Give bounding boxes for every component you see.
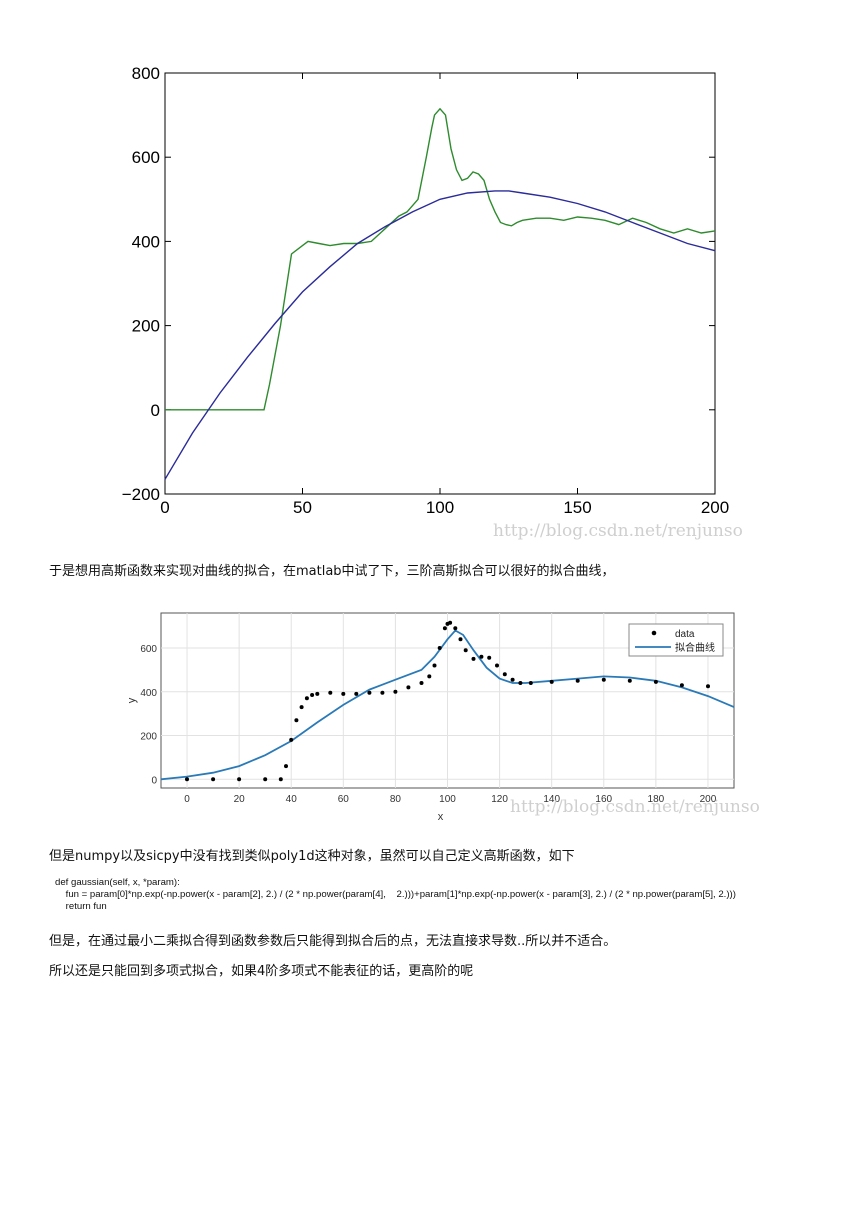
data-point xyxy=(304,696,309,701)
data-point xyxy=(406,685,411,690)
data-point xyxy=(328,690,333,695)
data-point xyxy=(502,672,507,677)
x-tick-label: 140 xyxy=(543,794,560,805)
paragraph-1: 于是想用高斯函数来实现对曲线的拟合，在matlab中试了下，三阶高斯拟合可以很好… xyxy=(49,564,615,579)
data-point xyxy=(679,683,684,688)
data-point xyxy=(487,655,492,660)
y-tick-label: 0 xyxy=(151,401,160,420)
figure-1-chart: 0 50 100 150 200−2000200400600800http://blog… xyxy=(122,64,743,541)
y-tick-label: 800 xyxy=(132,64,160,83)
x-tick-label: 200 xyxy=(701,498,729,517)
x-tick-label: 0 xyxy=(160,498,169,517)
data-point xyxy=(237,777,242,782)
plot-frame xyxy=(164,72,716,495)
data-point xyxy=(211,777,216,782)
fit-curve xyxy=(160,629,735,781)
x-tick-label: 100 xyxy=(426,498,454,517)
legend-marker-data xyxy=(651,630,657,636)
data-point xyxy=(284,764,288,769)
paragraph-3: 但是，在通过最小二乘拟合得到函数参数后只能得到拟合后的点，无法直接求导数..所以… xyxy=(49,934,617,949)
figure-2-chart: 0 20 40 60 80 100 120 140 160 180 200 0 200 400 600 x y d… xyxy=(126,612,760,823)
data-point xyxy=(419,681,424,685)
data-point xyxy=(299,705,304,710)
x-tick-label: 40 xyxy=(286,794,298,805)
data-point xyxy=(448,620,453,625)
data-point xyxy=(453,626,458,631)
x-tick-label: 20 xyxy=(234,794,246,805)
x-tick-label: 100 xyxy=(439,794,456,805)
data-point xyxy=(575,678,580,683)
x-tick-label: 50 xyxy=(293,498,312,517)
data-point xyxy=(601,677,606,682)
data-point xyxy=(510,677,515,682)
data-point xyxy=(278,777,283,782)
y-tick-label: 600 xyxy=(132,148,160,167)
legend-box xyxy=(628,623,724,657)
data-point xyxy=(479,654,484,659)
paragraph-4: 所以还是只能回到多项式拟合，如果4阶多项式不能表征的话，更高阶的呢 xyxy=(49,964,474,979)
x-axis-label: x xyxy=(438,811,444,823)
watermark-text: http://blog.csdn.net/renjunso xyxy=(493,521,743,541)
x-tick-label: 120 xyxy=(491,794,508,805)
y-tick-label: 400 xyxy=(132,232,160,251)
x-tick-label: 80 xyxy=(390,794,402,805)
data-point xyxy=(427,674,432,679)
x-tick-label: 150 xyxy=(563,498,591,517)
data-point xyxy=(315,691,320,696)
data-point xyxy=(393,689,398,694)
x-tick-label: 200 xyxy=(700,794,717,805)
series-line-2 xyxy=(164,190,716,480)
data-point xyxy=(185,777,189,782)
data-point xyxy=(341,691,346,696)
data-point xyxy=(528,681,533,685)
x-tick-label: 0 xyxy=(184,794,190,805)
data-point xyxy=(294,718,299,723)
y-tick-label: 600 xyxy=(140,644,157,655)
y-tick-label: 400 xyxy=(140,688,157,699)
data-point xyxy=(463,648,468,653)
y-tick-label: 200 xyxy=(132,317,160,336)
data-point xyxy=(495,663,499,668)
watermark-text: http://blog.csdn.net/renjunso xyxy=(510,797,760,817)
paragraph-2: 但是numpy以及sicpy中没有找到类似poly1d这种对象，虽然可以自己定义… xyxy=(49,849,575,864)
data-point xyxy=(549,679,554,684)
data-point xyxy=(437,646,442,650)
data-point xyxy=(354,691,359,696)
code-line-2: fun = param[0]*np.exp(-np.power(x - para… xyxy=(55,889,736,900)
y-tick-label: 0 xyxy=(151,775,157,786)
legend-label-data: data xyxy=(675,629,695,640)
data-point xyxy=(458,637,463,642)
x-tick-label: 180 xyxy=(648,794,665,805)
data-point xyxy=(263,777,268,782)
y-tick-label: −200 xyxy=(122,485,160,504)
code-line-3: return fun xyxy=(55,901,107,912)
series-line-1 xyxy=(165,107,716,411)
x-tick-label: 160 xyxy=(595,794,612,805)
data-point xyxy=(367,690,372,695)
code-line-1: def gaussian(self, x, *param): xyxy=(55,877,180,888)
data-point xyxy=(706,684,710,689)
y-axis-label: y xyxy=(126,697,138,703)
data-point xyxy=(471,656,476,661)
data-point xyxy=(380,690,385,695)
x-tick-label: 60 xyxy=(338,794,350,805)
data-point xyxy=(310,693,315,697)
data-point xyxy=(653,679,658,684)
y-tick-label: 200 xyxy=(140,732,157,743)
data-point xyxy=(289,737,294,742)
data-point xyxy=(518,681,523,685)
data-point xyxy=(627,678,632,683)
legend-label-fit: 拟合曲线 xyxy=(675,641,715,654)
data-point xyxy=(442,626,447,631)
data-point xyxy=(432,663,437,668)
